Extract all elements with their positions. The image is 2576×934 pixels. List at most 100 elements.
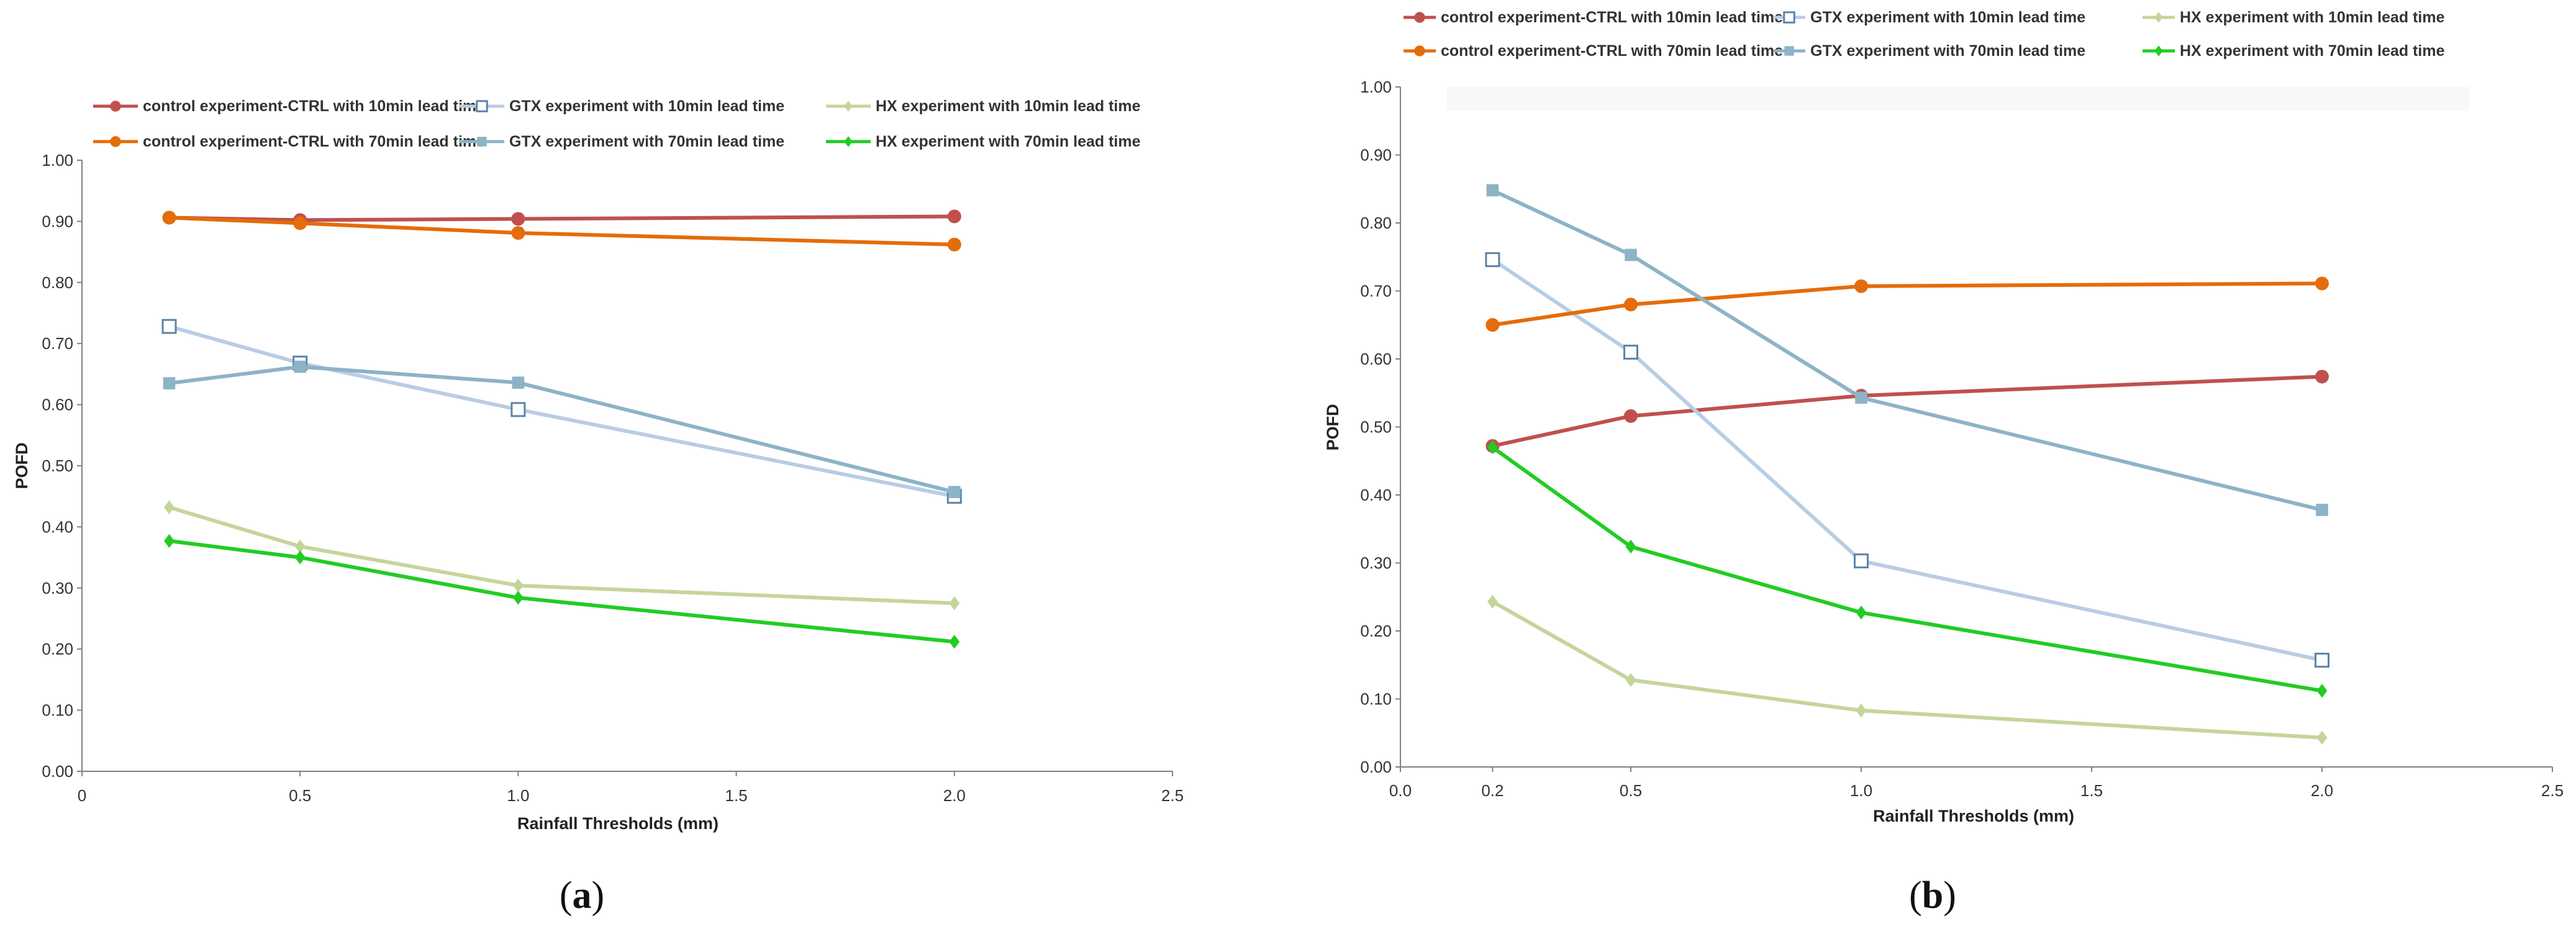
y-tick-label: 0.10 [42, 701, 73, 720]
x-tick-label: 1.0 [1850, 781, 1872, 800]
y-tick-label: 0.20 [42, 640, 73, 658]
series-line [1492, 281, 2323, 327]
data-point [513, 578, 524, 593]
y-tick-label: 0.90 [1360, 146, 1392, 165]
legend-item: HX experiment with 10min lead time [826, 97, 1141, 115]
y-tick-label: 0.40 [42, 517, 73, 536]
data-point [2315, 370, 2329, 384]
series-line [169, 214, 955, 222]
series-0 [1485, 370, 2329, 453]
data-point [162, 211, 176, 225]
legend-item: control experiment-CTRL with 70min lead … [1404, 42, 1783, 60]
data-point [948, 486, 961, 499]
series-line [1492, 188, 2323, 512]
y-tick-label: 0.30 [1360, 554, 1392, 573]
legend-swatch-marker [1414, 45, 1425, 57]
legend-label: HX experiment with 70min lead time [2180, 42, 2445, 60]
legend-swatch-marker [477, 137, 487, 147]
series-4 [1486, 184, 2328, 516]
series-line [1491, 445, 2323, 693]
y-tick-label: 1.00 [1360, 78, 1392, 96]
x-tick-label: 1.5 [725, 786, 748, 805]
data-point [1854, 279, 1868, 293]
data-point [2316, 504, 2328, 516]
data-point [2316, 684, 2328, 698]
y-tick-label: 0.40 [1360, 486, 1392, 504]
data-point [294, 360, 306, 373]
x-tick-label: 0.0 [1389, 781, 1412, 800]
data-point [1855, 391, 1867, 404]
series-line [169, 365, 955, 494]
data-point [1487, 594, 1498, 609]
y-tick-label: 0.70 [42, 334, 73, 353]
legend-item: GTX experiment with 70min lead time [1773, 42, 2085, 60]
legend-label: control experiment-CTRL with 10min lead … [143, 97, 485, 115]
data-point [294, 539, 306, 554]
y-tick-label: 0.30 [42, 579, 73, 597]
y-tick-label: 1.00 [42, 151, 73, 170]
data-point [511, 212, 525, 226]
legend-label: control experiment-CTRL with 70min lead … [143, 133, 485, 150]
data-point [2315, 653, 2329, 668]
series-5 [164, 533, 960, 649]
legend-swatch-marker [110, 136, 121, 147]
legend-label: GTX experiment with 70min lead time [1810, 42, 2085, 60]
data-point [1856, 605, 1867, 620]
y-tick-label: 0.10 [1360, 690, 1392, 709]
y-tick-label: 0.90 [42, 212, 73, 230]
caption-a: (a) [560, 874, 604, 917]
data-point [2315, 276, 2329, 291]
series-line [169, 539, 955, 644]
x-tick-label: 0.5 [1620, 781, 1642, 800]
data-point [1624, 297, 1638, 312]
data-point [510, 402, 526, 417]
y-tick-label: 0.00 [1360, 758, 1392, 776]
legend-item: HX experiment with 70min lead time [2143, 42, 2445, 60]
legend-swatch-marker [1784, 46, 1794, 56]
data-point [513, 591, 524, 605]
series-2 [164, 500, 960, 610]
legend-swatch-marker [1783, 11, 1795, 24]
legend-swatch-marker [110, 101, 121, 112]
legend-swatch-marker [844, 101, 853, 112]
data-point [1485, 252, 1500, 268]
legend-swatch-marker [2154, 45, 2163, 57]
x-axis-title: Rainfall Thresholds (mm) [1873, 807, 2074, 825]
legend-label: HX experiment with 10min lead time [876, 97, 1141, 115]
legend-label: HX experiment with 70min lead time [876, 133, 1141, 150]
legend-label: GTX experiment with 70min lead time [509, 133, 784, 150]
x-tick-label: 0.5 [289, 786, 311, 805]
legend-item: control experiment-CTRL with 10min lead … [1404, 9, 1783, 26]
data-point [293, 216, 307, 230]
series-4 [163, 360, 961, 499]
y-tick-label: 0.00 [42, 762, 73, 781]
y-tick-label: 0.80 [42, 273, 73, 292]
data-point [161, 319, 177, 334]
legend-label: GTX experiment with 10min lead time [1810, 9, 2085, 26]
y-tick-label: 0.60 [1360, 350, 1392, 368]
data-point [2316, 730, 2328, 745]
legend-label: GTX experiment with 10min lead time [509, 97, 784, 115]
data-point [1625, 248, 1637, 261]
legend-item: control experiment-CTRL with 70min lead … [93, 133, 485, 150]
legend-swatch-marker [2154, 12, 2163, 23]
legend-swatch-marker [844, 136, 853, 147]
series-line [1491, 258, 2323, 663]
data-point [947, 209, 961, 224]
x-tick-label: 1.0 [507, 786, 529, 805]
data-point [949, 596, 960, 610]
legend-label: control experiment-CTRL with 70min lead … [1441, 42, 1783, 60]
series-2 [1487, 594, 2328, 745]
data-point [1625, 673, 1636, 687]
series-line [169, 215, 955, 247]
data-point [512, 376, 525, 389]
legend-item: GTX experiment with 70min lead time [460, 133, 784, 150]
legend-swatch-marker [476, 100, 488, 112]
data-point [1485, 318, 1500, 332]
legend-label: HX experiment with 10min lead time [2180, 9, 2445, 26]
x-tick-label: 2.5 [1161, 786, 1184, 805]
series-line [1491, 600, 2323, 740]
series-5 [1487, 440, 2328, 698]
legend-label: control experiment-CTRL with 10min lead … [1441, 9, 1783, 26]
